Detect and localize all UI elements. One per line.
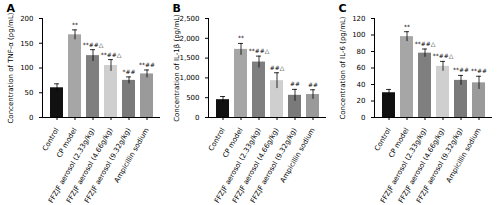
svg-text:0: 0 (29, 114, 33, 122)
svg-text:**##△: **##△ (415, 40, 436, 47)
svg-text:200: 200 (20, 15, 33, 23)
svg-text:**##: **## (471, 67, 487, 74)
svg-text:##: ## (308, 81, 318, 88)
svg-text:CP model: CP model (55, 126, 79, 160)
svg-text:**##△: **##△ (83, 41, 104, 48)
svg-text:**: ** (72, 21, 78, 28)
svg-text:Ampicillin sodium: Ampicillin sodium (279, 126, 317, 184)
svg-text:2,500: 2,500 (179, 15, 199, 23)
svg-text:100: 100 (352, 31, 365, 39)
svg-text:500: 500 (186, 94, 199, 102)
svg-text:50: 50 (25, 89, 34, 97)
svg-text:Concentration of IL-1β (pg/mL): Concentration of IL-1β (pg/mL) (173, 14, 181, 122)
svg-text:C: C (339, 2, 347, 15)
svg-text:**##: **## (139, 61, 155, 68)
svg-text:80: 80 (357, 48, 366, 56)
svg-text:Control: Control (207, 127, 227, 153)
svg-text:2,000: 2,000 (179, 35, 199, 43)
svg-text:**##: **## (453, 66, 469, 73)
svg-text:Concentration of TNF-α (pg/mL): Concentration of TNF-α (pg/mL) (7, 12, 15, 123)
svg-text:FFZJF aerosol (4.66g/kg): FFZJF aerosol (4.66g/kg) (231, 126, 281, 205)
svg-text:**: ** (238, 34, 244, 41)
svg-text:60: 60 (357, 64, 366, 72)
svg-text:150: 150 (20, 39, 33, 47)
svg-text:Ampicillin sodium: Ampicillin sodium (113, 126, 151, 184)
svg-text:100: 100 (20, 64, 33, 72)
svg-text:FFZJF aerosol (2.33g/kg): FFZJF aerosol (2.33g/kg) (47, 126, 97, 205)
svg-text:120: 120 (352, 15, 365, 23)
svg-text:1,500: 1,500 (179, 54, 199, 62)
svg-text:1,000: 1,000 (179, 74, 199, 82)
svg-text:40: 40 (357, 81, 366, 89)
svg-text:*##: *## (122, 68, 135, 75)
svg-text:CP model: CP model (387, 126, 411, 160)
svg-text:Ampicillin sodium: Ampicillin sodium (445, 126, 483, 184)
svg-text:Control: Control (41, 127, 61, 153)
svg-text:FFZJF aerosol (9.32g/kg): FFZJF aerosol (9.32g/kg) (415, 126, 465, 205)
svg-text:Control: Control (373, 127, 393, 153)
svg-text:**##△: **##△ (433, 52, 454, 59)
svg-text:##: ## (290, 80, 300, 87)
svg-text:A: A (7, 2, 16, 15)
svg-text:FFZJF aerosol (4.66g/kg): FFZJF aerosol (4.66g/kg) (65, 126, 115, 205)
svg-text:FFZJF aerosol (9.32g/kg): FFZJF aerosol (9.32g/kg) (249, 126, 299, 205)
svg-text:**##△: **##△ (101, 51, 122, 58)
svg-text:**##△: **##△ (249, 47, 270, 54)
svg-text:FFZJF aerosol (2.33g/kg): FFZJF aerosol (2.33g/kg) (379, 126, 429, 205)
svg-text:Concentration of IL-6 (pg/mL): Concentration of IL-6 (pg/mL) (339, 16, 347, 119)
svg-text:CP model: CP model (221, 126, 245, 160)
svg-text:##△: ##△ (270, 64, 285, 71)
svg-text:20: 20 (357, 97, 366, 105)
svg-text:FFZJF aerosol (4.66g/kg): FFZJF aerosol (4.66g/kg) (397, 126, 447, 205)
svg-text:B: B (173, 2, 181, 15)
svg-text:FFZJF aerosol (2.33g/kg): FFZJF aerosol (2.33g/kg) (213, 126, 263, 205)
svg-text:FFZJF aerosol (9.32g/kg): FFZJF aerosol (9.32g/kg) (83, 126, 133, 205)
svg-text:0: 0 (195, 114, 199, 122)
svg-text:0: 0 (361, 114, 365, 122)
svg-text:**: ** (404, 23, 410, 30)
